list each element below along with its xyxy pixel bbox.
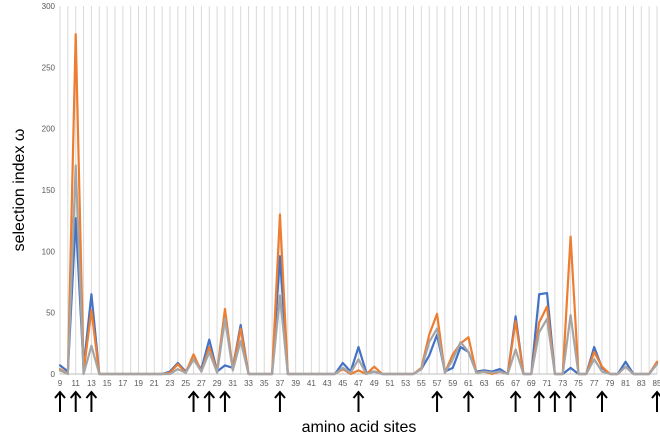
- x-tick-label: 85: [653, 379, 660, 388]
- x-tick-label: 43: [323, 379, 332, 388]
- x-tick-label: 31: [228, 379, 237, 388]
- x-tick-label: 35: [260, 379, 269, 388]
- site-arrow-head: [462, 390, 475, 399]
- series-line-3: [58, 164, 659, 376]
- y-tick-label: 50: [46, 309, 55, 318]
- y-tick-label: 300: [42, 2, 56, 11]
- site-arrow: [69, 390, 82, 412]
- y-tick-label: 200: [42, 125, 56, 134]
- x-tick-label: 25: [181, 379, 190, 388]
- x-tick-label: 47: [354, 379, 363, 388]
- x-tick-label: 51: [385, 379, 394, 388]
- site-arrow-head: [431, 390, 443, 399]
- site-arrow: [274, 390, 286, 412]
- y-tick-label: 0: [51, 370, 56, 379]
- x-tick-label: 23: [166, 379, 175, 388]
- x-tick-label: 19: [134, 379, 143, 388]
- x-tick-label: 17: [118, 379, 127, 388]
- x-tick-label: 69: [527, 379, 536, 388]
- site-arrow: [219, 390, 231, 412]
- site-arrow: [54, 390, 66, 412]
- x-tick-label: 29: [213, 379, 222, 388]
- site-arrow: [85, 390, 98, 412]
- x-tick-label: 57: [433, 379, 442, 388]
- x-tick-label: 65: [495, 379, 504, 388]
- site-arrow-head: [187, 390, 200, 399]
- x-tick-label: 53: [401, 379, 410, 388]
- x-axis: 9 11 13 15 17 19 21 23 25 27 29 31 33 35 37 39 41 43 45 47 4…: [58, 379, 660, 388]
- site-arrow-head: [274, 390, 286, 399]
- site-arrow-head: [651, 390, 660, 399]
- y-tick-label: 100: [42, 247, 56, 256]
- y-tick-label: 150: [42, 186, 56, 195]
- x-tick-label: 83: [637, 379, 646, 388]
- x-tick-label: 79: [605, 379, 614, 388]
- x-tick-label: 45: [338, 379, 347, 388]
- x-tick-label: 11: [72, 379, 81, 388]
- x-tick-label: 63: [480, 379, 489, 388]
- site-arrow-head: [352, 390, 365, 399]
- site-arrow: [549, 390, 561, 412]
- x-tick-label: 33: [244, 379, 253, 388]
- x-axis-title: amino acid sites: [302, 419, 417, 436]
- y-axis-title: selection index ω: [11, 129, 28, 252]
- site-arrow: [509, 390, 522, 412]
- site-arrow: [651, 390, 660, 412]
- site-arrows: [54, 390, 660, 412]
- site-arrow: [564, 390, 577, 412]
- x-tick-label: 39: [291, 379, 300, 388]
- site-arrow: [203, 390, 216, 412]
- x-tick-label: 27: [197, 379, 206, 388]
- site-arrow-head: [549, 390, 561, 399]
- x-tick-label: 77: [590, 379, 599, 388]
- x-tick-label: 75: [574, 379, 583, 388]
- site-arrow: [462, 390, 475, 412]
- site-arrow-head: [85, 390, 98, 399]
- site-arrow-head: [596, 390, 608, 399]
- y-tick-label: 250: [42, 63, 56, 72]
- site-arrow-head: [219, 390, 231, 399]
- site-arrow-head: [509, 390, 522, 399]
- x-tick-label: 15: [103, 379, 112, 388]
- x-tick-label: 73: [558, 379, 567, 388]
- site-arrow-head: [69, 390, 82, 399]
- x-tick-label: 67: [511, 379, 520, 388]
- x-tick-label: 81: [621, 379, 630, 388]
- site-arrow: [431, 390, 443, 412]
- x-tick-label: 49: [370, 379, 379, 388]
- x-tick-label: 41: [307, 379, 316, 388]
- series-lines: [58, 33, 659, 376]
- x-tick-label: 71: [543, 379, 552, 388]
- x-tick-label: 61: [464, 379, 473, 388]
- x-tick-label: 13: [87, 379, 96, 388]
- site-arrow-head: [564, 390, 577, 399]
- x-tick-label: 21: [150, 379, 159, 388]
- vertical-gridlines: [59, 6, 658, 375]
- x-tick-label: 59: [448, 379, 457, 388]
- x-tick-label: 9: [58, 379, 63, 388]
- site-arrow: [187, 390, 200, 412]
- y-axis: 0 50 100 150 200 250 300: [42, 2, 56, 379]
- site-arrow-head: [533, 390, 545, 399]
- site-arrow: [596, 390, 608, 412]
- site-arrow: [352, 390, 365, 412]
- x-tick-label: 55: [417, 379, 426, 388]
- site-arrow-head: [203, 390, 216, 399]
- site-arrow: [533, 390, 545, 412]
- site-arrow-head: [54, 390, 66, 399]
- x-tick-label: 37: [275, 379, 284, 388]
